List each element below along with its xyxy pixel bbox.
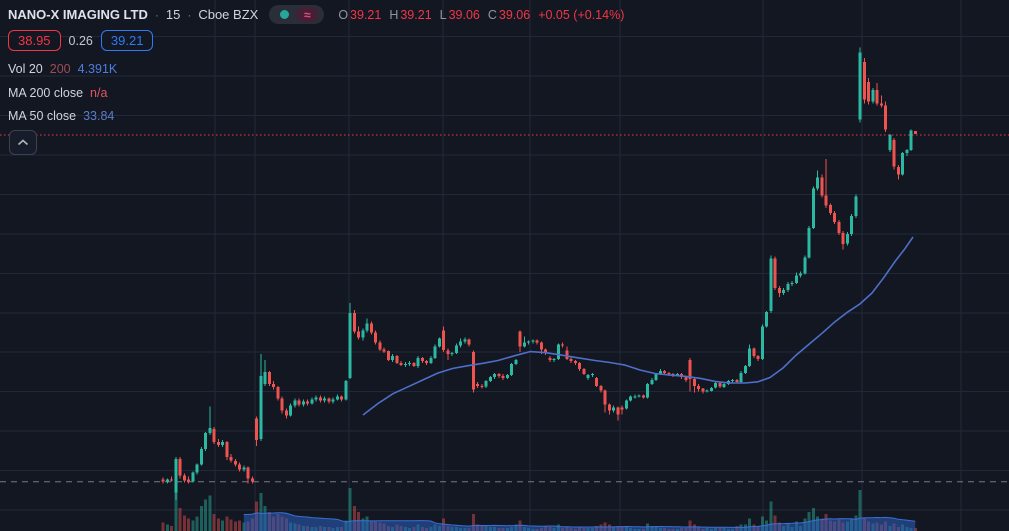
exchange-name[interactable]: Cboe BZX bbox=[198, 7, 259, 22]
spread-value: 0.26 bbox=[68, 33, 93, 48]
ohlc-readout: O 39.21 H 39.21 L 39.06 C 39.06 +0.05 (+… bbox=[338, 8, 632, 22]
open-label: O bbox=[338, 7, 349, 22]
ma200-label: MA 200 close bbox=[8, 86, 84, 100]
sell-price-button[interactable]: 38.95 bbox=[8, 30, 61, 51]
close-value: 39.06 bbox=[498, 7, 531, 22]
high-label: H bbox=[389, 7, 399, 22]
low-value: 39.06 bbox=[448, 7, 480, 22]
separator: · bbox=[154, 7, 159, 22]
low-label: L bbox=[439, 7, 447, 22]
ma-50-line bbox=[362, 236, 914, 416]
high-value: 39.21 bbox=[400, 7, 432, 22]
symbol-title[interactable]: NANO-X IMAGING LTD bbox=[8, 7, 148, 22]
quote-row: 38.95 0.26 39.21 bbox=[8, 30, 154, 51]
change-readout: +0.05 (+0.14%) bbox=[538, 7, 625, 22]
volume-legend-row[interactable]: Vol 20 200 4.391K bbox=[8, 62, 124, 76]
ma50-value: 33.84 bbox=[83, 109, 115, 123]
symbol-row[interactable]: NANO-X IMAGING LTD · 15 · Cboe BZX ≈ O 3… bbox=[8, 5, 632, 24]
volume-ma-area bbox=[243, 512, 916, 531]
volume-ma-param: 200 bbox=[49, 62, 71, 76]
ma50-label: MA 50 close bbox=[8, 109, 77, 123]
symbol-badges[interactable]: ≈ bbox=[269, 5, 325, 24]
buy-price-button[interactable]: 39.21 bbox=[100, 30, 154, 51]
volume-label: Vol 20 bbox=[8, 62, 43, 76]
collapse-legend-button[interactable] bbox=[9, 130, 37, 155]
open-value: 39.21 bbox=[350, 7, 382, 22]
interval[interactable]: 15 bbox=[165, 7, 181, 22]
volume-ma-value: 4.391K bbox=[77, 62, 118, 76]
ma200-legend-row[interactable]: MA 200 close n/a bbox=[8, 86, 114, 100]
chevron-up-icon bbox=[17, 139, 29, 146]
ma50-legend-row[interactable]: MA 50 close 33.84 bbox=[8, 109, 121, 123]
candlestick-series bbox=[161, 47, 917, 501]
separator: · bbox=[187, 7, 192, 22]
ma200-value: n/a bbox=[90, 86, 108, 100]
approx-badge-icon: ≈ bbox=[296, 7, 319, 22]
market-status-dot-icon bbox=[280, 10, 290, 19]
volume-ma-line bbox=[243, 512, 916, 528]
close-label: C bbox=[487, 7, 497, 22]
